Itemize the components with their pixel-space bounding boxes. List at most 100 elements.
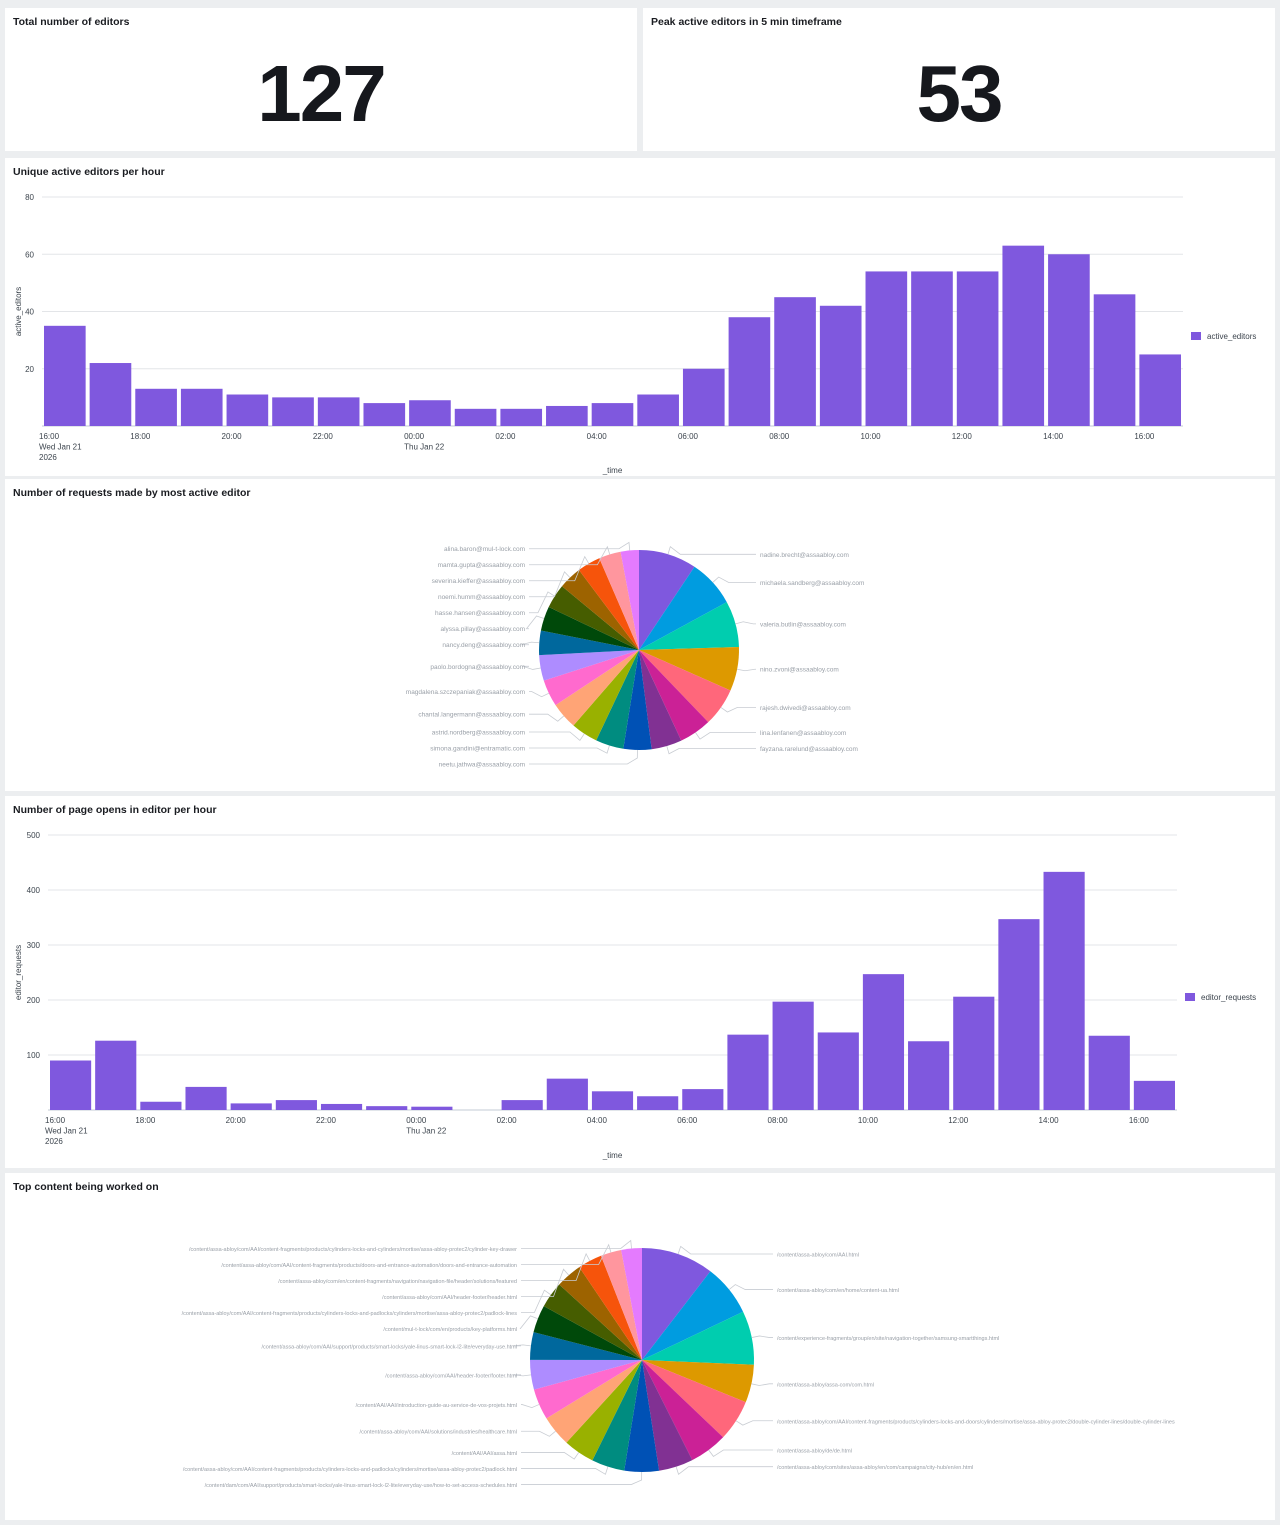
bar[interactable] [272, 397, 314, 426]
pie-slice[interactable] [592, 1360, 642, 1471]
slice-label[interactable]: /content/assa-abloy/de/de.html [777, 1448, 852, 1454]
slice-label[interactable]: /content/assa-abloy/com/AAI.html [777, 1252, 859, 1258]
pie-slice[interactable] [639, 650, 682, 750]
bar[interactable] [320, 1103, 363, 1110]
slice-label[interactable]: alyssa.pillay@assaabloy.com [440, 626, 525, 633]
bar[interactable] [1139, 354, 1181, 426]
bar[interactable] [317, 397, 360, 426]
bar[interactable] [366, 1106, 408, 1110]
slice-label[interactable]: /content/assa-abloy/com/AAI/content-frag… [182, 1311, 518, 1317]
bar[interactable] [546, 1078, 588, 1110]
legend-label[interactable]: editor_requests [1201, 993, 1256, 1002]
pie-slice[interactable] [540, 607, 639, 650]
pie-slice[interactable] [639, 650, 731, 723]
pie-slice[interactable] [639, 566, 727, 650]
slice-label[interactable]: simona.gandini@entramatic.com [430, 746, 525, 753]
pie-slice[interactable] [548, 586, 639, 650]
bar[interactable] [862, 974, 905, 1110]
pie-slice[interactable] [530, 1332, 642, 1360]
pie-slice[interactable] [623, 650, 652, 750]
slice-label[interactable]: nino.zvoni@assaabloy.com [760, 667, 839, 674]
bar[interactable] [591, 1091, 634, 1110]
bar[interactable] [140, 1101, 182, 1110]
pie-slice[interactable] [639, 650, 709, 741]
requests-pie-chart[interactable]: nadine.brecht@assaabloy.com michaela.sand… [5, 479, 1275, 791]
bar[interactable] [998, 919, 1040, 1110]
slice-label[interactable]: /content/mul-t-lock/com/en/products/key-… [383, 1327, 517, 1333]
bar[interactable] [95, 1040, 137, 1110]
slice-label[interactable]: mamta.gupta@assaabloy.com [438, 562, 525, 569]
bar[interactable] [409, 400, 451, 426]
bar[interactable] [1043, 871, 1085, 1110]
pie-slice[interactable] [579, 1255, 642, 1360]
slice-label[interactable]: /content/assa-abloy/com/AAI/support/prod… [261, 1344, 517, 1350]
pie-slice[interactable] [533, 1306, 642, 1360]
bar[interactable] [44, 325, 86, 426]
pie-slice[interactable] [561, 570, 639, 650]
slice-label[interactable]: noemi.humm@assaabloy.com [438, 594, 525, 601]
slice-label[interactable]: lina.lenfanen@assaabloy.com [760, 730, 846, 737]
slice-label[interactable]: severina.kieffer@assaabloy.com [432, 578, 525, 585]
slice-label[interactable]: astrid.nordberg@assaabloy.com [432, 730, 525, 737]
slice-label[interactable]: /content/assa-abloy/com/AAI/content-frag… [777, 1419, 1175, 1425]
bar[interactable] [953, 996, 995, 1110]
slice-label[interactable]: neetu.jathwa@assaabloy.com [439, 762, 525, 769]
bar[interactable] [956, 271, 999, 426]
pie-slice[interactable] [566, 1360, 642, 1461]
bar[interactable] [908, 1041, 950, 1110]
pie-slice[interactable] [573, 650, 639, 741]
bar[interactable] [50, 1060, 92, 1111]
pie-slice[interactable] [600, 1249, 642, 1360]
bar[interactable] [591, 403, 634, 426]
slice-label[interactable]: /content/assa-abloy/assa-com/com.html [777, 1382, 874, 1388]
bar[interactable] [230, 1103, 272, 1110]
bar[interactable] [454, 408, 497, 426]
bar[interactable] [774, 297, 816, 426]
slice-label[interactable]: /content/assa-abloy/com/AAI/content-frag… [221, 1263, 517, 1269]
slice-label[interactable]: /content/assa-abloy/com/AAI/solutions/in… [360, 1430, 517, 1436]
pie-slice[interactable] [578, 558, 639, 650]
bar[interactable] [1133, 1080, 1175, 1110]
pie-slice[interactable] [639, 602, 739, 650]
slice-label[interactable]: /content/AAI/AAI/assa.html [452, 1451, 517, 1457]
slice-label[interactable]: /content/assa-abloy/com/en/home/content-… [777, 1288, 899, 1294]
pie-slice[interactable] [543, 650, 639, 706]
page-opens-bar-chart[interactable]: 100 200 300 400 500 16:00 Wed Jan 21 2026 18:00 2… [5, 796, 1275, 1168]
pie-slice[interactable] [642, 1360, 724, 1461]
bar[interactable] [1088, 1035, 1130, 1110]
bar[interactable] [817, 1032, 859, 1110]
pie-slice[interactable] [621, 1248, 642, 1360]
pie-slice[interactable] [642, 1360, 746, 1438]
pie-slice[interactable] [624, 1360, 660, 1472]
pie-slice[interactable] [599, 551, 639, 650]
slice-label[interactable]: alina.baron@mul-t-lock.com [444, 546, 525, 553]
slice-label[interactable]: /content/experience-fragments/group/en/s… [777, 1336, 999, 1342]
bar[interactable] [546, 405, 588, 426]
slice-label[interactable]: /content/assa-abloy/com/en/content-fragm… [278, 1279, 517, 1285]
pie-slice[interactable] [596, 650, 639, 749]
bar[interactable] [1002, 245, 1045, 426]
bar[interactable] [500, 408, 543, 426]
bar[interactable] [637, 1096, 679, 1110]
pie-slice[interactable] [642, 1271, 744, 1360]
bar[interactable] [185, 1086, 227, 1110]
slice-label[interactable]: rajesh.dwivedi@assaabloy.com [760, 705, 851, 712]
slice-label[interactable]: magdalena.szczepaniak@assaabloy.com [406, 689, 525, 696]
slice-label[interactable]: /content/dam/com/AAI/support/products/sm… [205, 1483, 517, 1489]
pie-slice[interactable] [546, 1360, 642, 1443]
pie-slice[interactable] [533, 1360, 642, 1419]
pie-slice[interactable] [639, 647, 739, 691]
bar[interactable] [275, 1100, 317, 1110]
active-editors-bar-chart[interactable]: 20 40 60 80 16:00 Wed Jan 21 2026 18:00 20:00 22:… [5, 158, 1275, 476]
slice-label[interactable]: /content/assa-abloy/com/sites/assa-abloy… [777, 1465, 973, 1471]
bar[interactable] [727, 1034, 769, 1110]
bar[interactable] [501, 1100, 543, 1110]
bar[interactable] [363, 403, 406, 426]
pie-slice[interactable] [555, 650, 639, 726]
bar[interactable] [911, 271, 953, 426]
slice-label[interactable]: nancy.deng@assaabloy.com [442, 642, 525, 649]
content-pie-chart[interactable]: /content/assa-abloy/com/AAI.html/content… [5, 1173, 1275, 1520]
bar[interactable] [637, 394, 679, 426]
bar[interactable] [135, 388, 177, 426]
pie-slice[interactable] [620, 550, 639, 650]
